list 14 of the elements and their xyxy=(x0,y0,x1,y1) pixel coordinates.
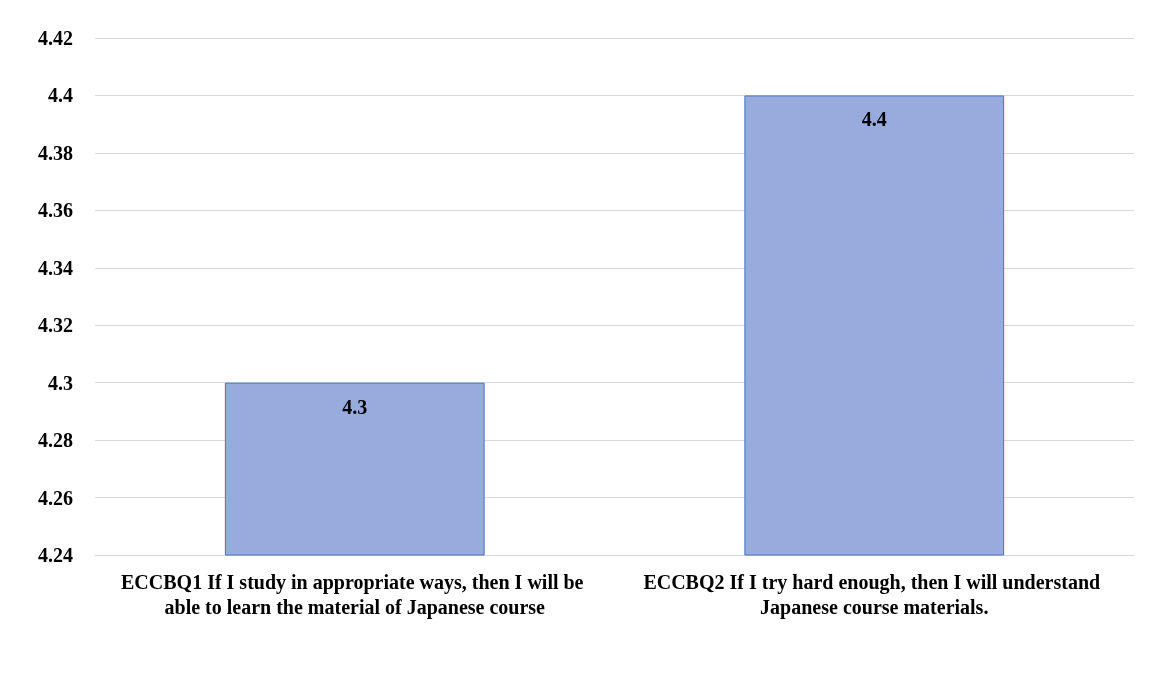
y-tick-label: 4.42 xyxy=(38,27,73,49)
y-tick-label: 4.3 xyxy=(48,371,73,394)
y-tick-label: 4.24 xyxy=(38,544,73,566)
data-label: 4.3 xyxy=(342,395,368,418)
y-tick-label: 4.38 xyxy=(38,141,73,164)
y-tick-label: 4.32 xyxy=(38,314,73,337)
y-tick-label: 4.4 xyxy=(48,84,73,107)
x-tick-label: ECCBQ1 If I study in appropriate ways, then I will be able to learn the material of Japanese course xyxy=(121,570,589,619)
y-tick-label: 4.26 xyxy=(38,486,73,509)
x-tick-label: ECCBQ2 If I try hard enough, then I will understand Japanese course materials. xyxy=(643,570,1106,619)
data-label: 4.4 xyxy=(861,108,887,131)
y-tick-label: 4.36 xyxy=(38,199,73,222)
y-tick-label: 4.28 xyxy=(38,429,73,452)
y-tick-label: 4.34 xyxy=(38,256,73,279)
